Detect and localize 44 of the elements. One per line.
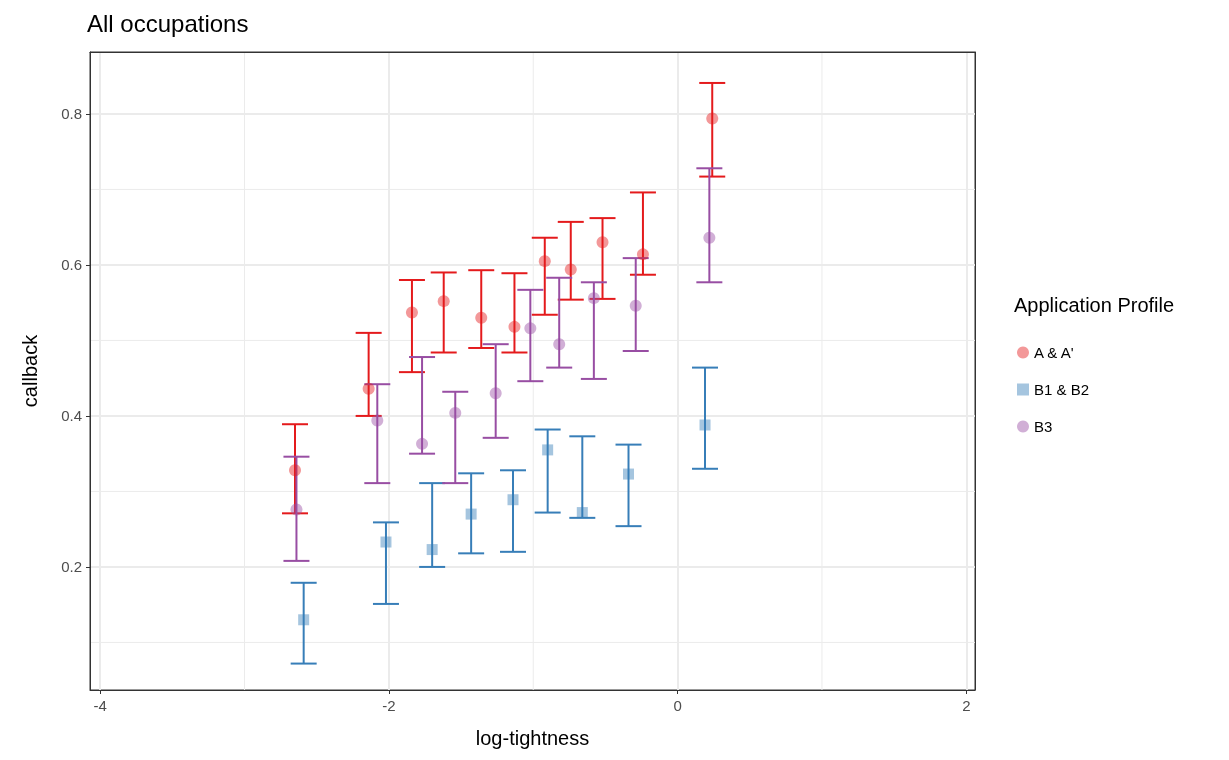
point (629, 299, 642, 312)
point (508, 320, 521, 333)
point (416, 437, 429, 450)
y-tick-label: 0.2 (61, 558, 82, 576)
legend-label: B1 & B2 (1034, 381, 1090, 398)
point (426, 544, 438, 556)
x-tick-label: -4 (93, 697, 107, 714)
y-tick-label: 0.8 (61, 105, 82, 123)
y-axis-title: callback (19, 333, 41, 408)
point (475, 311, 488, 324)
point (289, 464, 302, 477)
legend-label: B3 (1034, 418, 1053, 435)
point (449, 406, 462, 419)
x-tick-label: -2 (382, 697, 396, 714)
point (587, 292, 600, 305)
point (699, 419, 711, 431)
chart-title: All occupations (87, 9, 249, 37)
point (465, 508, 477, 520)
point (564, 263, 577, 276)
point (437, 295, 450, 308)
point (371, 414, 384, 427)
x-tick-label: 0 (673, 697, 682, 714)
point (298, 614, 310, 626)
point (489, 387, 502, 400)
point (290, 503, 303, 516)
point (507, 494, 519, 506)
y-tick-label: 0.6 (61, 256, 82, 274)
legend-title: Application Profile (1014, 294, 1175, 316)
x-axis-title: log-tightness (475, 727, 590, 749)
point (380, 536, 392, 548)
point (542, 444, 554, 456)
point (703, 231, 716, 244)
point (362, 382, 375, 395)
point (405, 306, 418, 319)
y-tick-label: 0.4 (61, 407, 82, 425)
point (524, 322, 537, 335)
point (553, 338, 566, 351)
legend-label: A & A' (1034, 344, 1074, 361)
x-tick-label: 2 (962, 697, 971, 714)
point (636, 248, 649, 261)
point (596, 236, 609, 249)
point (706, 112, 719, 125)
point (623, 468, 635, 480)
point (538, 255, 551, 268)
